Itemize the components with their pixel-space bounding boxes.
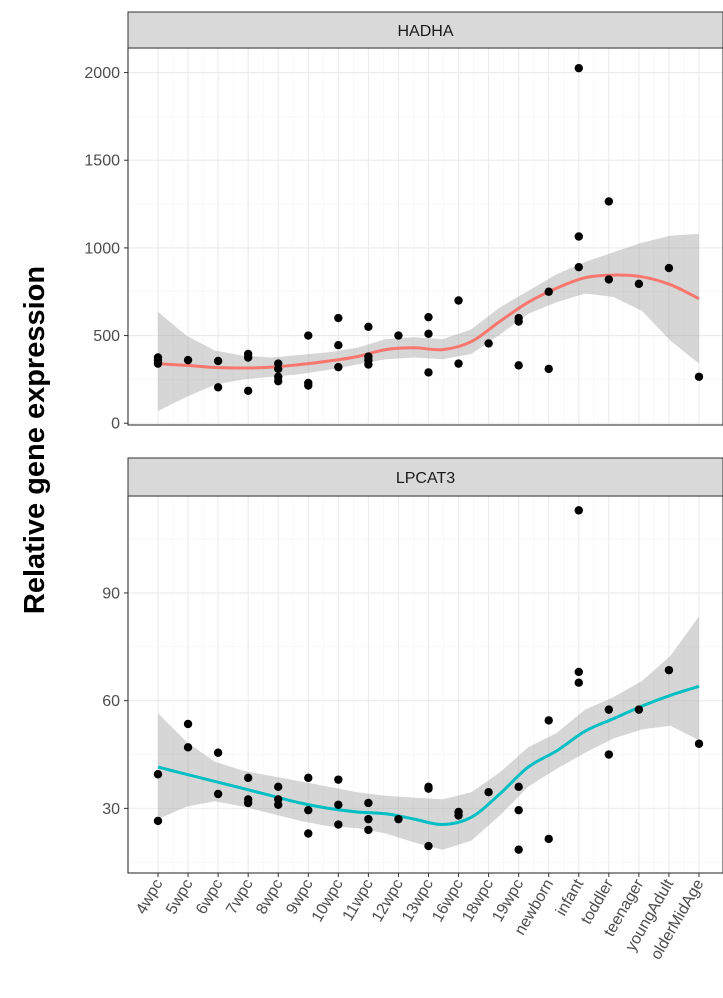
data-point: [514, 317, 523, 326]
trend-line: [157, 273, 700, 370]
data-point: [274, 376, 283, 386]
facet-strip-label: LPCAT3: [396, 470, 455, 487]
data-point: [183, 355, 193, 365]
data-point: [183, 743, 193, 752]
data-point: [694, 739, 704, 748]
data-point: [574, 678, 583, 687]
data-point: [574, 232, 583, 241]
data-point: [243, 386, 253, 396]
data-point: [574, 63, 583, 73]
data-point: [394, 331, 403, 340]
facet-panels: 0 500 1000 1500 2000 HADHA 30 60 90 LPCAT3: [84, 11, 723, 874]
data-point: [424, 312, 433, 322]
data-point: [364, 814, 373, 824]
data-point: [544, 364, 553, 374]
data-point: [604, 275, 614, 284]
data-point: [544, 716, 553, 725]
data-point: [334, 313, 343, 323]
data-point: [454, 296, 463, 305]
data-point: [424, 329, 433, 339]
x-tick-label: 4wpc: [133, 877, 166, 918]
data-point: [484, 339, 493, 348]
data-point: [213, 356, 223, 366]
data-point: [153, 770, 163, 779]
data-point: [514, 845, 523, 854]
data-point: [694, 372, 704, 381]
data-point: [274, 800, 283, 809]
data-point: [364, 798, 373, 808]
data-point: [243, 773, 253, 783]
data-point: [484, 788, 493, 797]
data-point: [243, 353, 253, 362]
data-point: [364, 322, 373, 332]
y-tick-label: 500: [93, 328, 120, 345]
data-point: [454, 811, 463, 820]
confidence-ribbon: [158, 616, 699, 850]
data-point: [183, 719, 193, 729]
data-point: [424, 368, 433, 377]
data-point: [304, 331, 313, 340]
y-tick-label: 90: [102, 585, 120, 602]
data-point: [364, 360, 373, 369]
data-point: [394, 814, 403, 824]
data-point: [274, 364, 283, 374]
data-point: [274, 782, 283, 792]
data-point: [334, 775, 343, 784]
data-point: [514, 361, 523, 370]
y-tick-label: 1500: [84, 153, 120, 170]
data-point: [304, 773, 313, 783]
facet-panel-1: 30 60 90 LPCAT3: [102, 457, 723, 874]
data-point: [664, 665, 674, 675]
y-tick-label: 30: [102, 801, 120, 818]
data-point: [514, 805, 523, 815]
data-point: [334, 800, 343, 809]
x-axis: 4wpc5wpc6wpc7wpc8wpc9wpc10wpc11wpc12wpc1…: [133, 873, 708, 963]
y-tick-label: 60: [102, 693, 120, 710]
data-point: [604, 750, 614, 759]
data-point: [213, 383, 223, 392]
data-point: [364, 825, 373, 835]
data-point: [304, 829, 313, 838]
data-point: [664, 263, 674, 273]
data-point: [424, 784, 433, 793]
facet-strip: [127, 457, 723, 497]
data-point: [514, 782, 523, 792]
data-point: [634, 705, 644, 714]
data-point: [304, 381, 313, 390]
facet-panel-0: 0 500 1000 1500 2000 HADHA: [84, 11, 723, 433]
data-point: [454, 359, 463, 368]
data-point: [213, 748, 223, 757]
y-tick-label: 0: [111, 416, 120, 433]
data-point: [634, 279, 644, 289]
data-point: [574, 506, 583, 515]
data-point: [604, 197, 614, 206]
data-point: [574, 262, 583, 272]
data-point: [153, 359, 163, 368]
data-point: [243, 798, 253, 808]
data-point: [604, 705, 614, 714]
data-point: [544, 287, 553, 296]
y-tick-label: 1000: [84, 240, 120, 257]
data-point: [213, 789, 223, 799]
facet-strip: [127, 11, 723, 49]
data-point: [334, 820, 343, 829]
y-axis-title: Relative gene expression: [19, 266, 51, 614]
trend-line: [157, 684, 700, 827]
data-point: [304, 805, 313, 815]
data-point: [424, 841, 433, 851]
data-point: [544, 834, 553, 844]
facet-strip-label: HADHA: [397, 23, 453, 40]
x-tick-label: 8wpc: [253, 877, 286, 918]
data-point: [334, 341, 343, 350]
x-tick-label: 5wpc: [163, 877, 196, 918]
x-tick-label: 6wpc: [193, 877, 226, 918]
data-point: [574, 667, 583, 677]
data-point: [153, 816, 163, 826]
y-tick-label: 2000: [84, 65, 120, 82]
x-tick-label: 7wpc: [223, 877, 256, 918]
data-point: [334, 362, 343, 372]
